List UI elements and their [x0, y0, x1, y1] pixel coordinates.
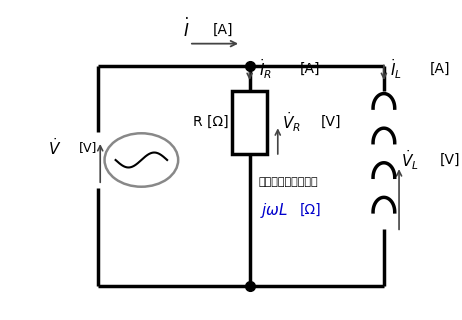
- Text: [A]: [A]: [213, 22, 233, 36]
- Text: $\dot{I}_L$: $\dot{I}_L$: [390, 57, 402, 81]
- Text: $\dot{V}_R$: $\dot{V}_R$: [282, 110, 301, 134]
- Text: [V]: [V]: [439, 153, 460, 167]
- Text: [V]: [V]: [321, 115, 341, 129]
- Text: R [Ω]: R [Ω]: [193, 115, 229, 129]
- Text: [A]: [A]: [429, 62, 450, 76]
- Text: $j\omega L$: $j\omega L$: [261, 201, 289, 220]
- Text: [V]: [V]: [79, 141, 97, 154]
- Text: $\dot{I}_R$: $\dot{I}_R$: [259, 57, 272, 81]
- Text: $\dot{V}$: $\dot{V}$: [48, 137, 61, 158]
- Text: [A]: [A]: [299, 62, 320, 76]
- Bar: [232, 91, 267, 154]
- Text: $\dot{V}_L$: $\dot{V}_L$: [401, 148, 419, 172]
- Text: 誘導リアクタンス：: 誘導リアクタンス：: [258, 177, 318, 187]
- Text: $\dot{I}$: $\dot{I}$: [182, 18, 189, 41]
- Text: [Ω]: [Ω]: [299, 203, 321, 217]
